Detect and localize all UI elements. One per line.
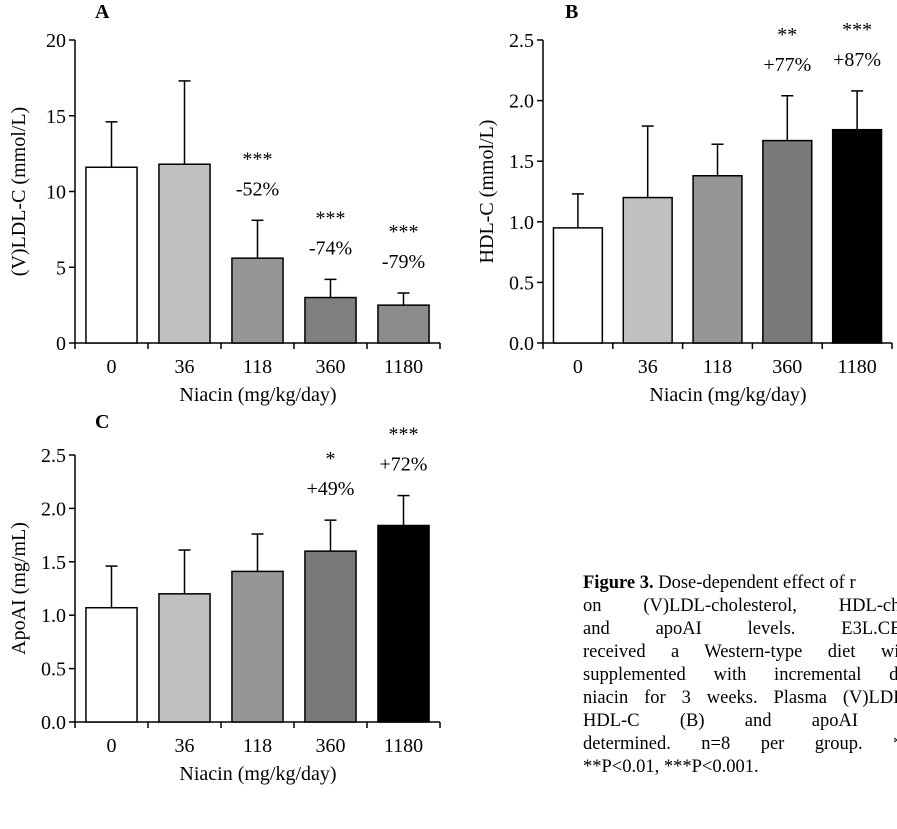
y-tick-label: 15 xyxy=(46,106,66,128)
y-tick-label: 2.0 xyxy=(509,91,534,113)
y-tick-label: 1.5 xyxy=(509,151,534,173)
caption-line: supplemented with incremental dose xyxy=(583,665,897,685)
panel-label: A xyxy=(95,1,110,23)
change-label: +72% xyxy=(380,454,428,476)
caption-line: on (V)LDL-cholesterol, HDL-chole xyxy=(583,596,897,616)
change-label: -79% xyxy=(382,251,425,273)
bar xyxy=(552,227,604,344)
caption-line: HDL-C (B) and apoAI (C) xyxy=(583,711,897,731)
x-tick-label: 118 xyxy=(243,735,272,757)
y-axis-label: (V)LDL-C (mmol/L) xyxy=(8,107,30,276)
y-tick-label: 0 xyxy=(56,333,66,355)
caption-line: Figure 3. Dose-dependent effect of r xyxy=(583,572,897,595)
caption: Figure 3. Dose-dependent effect of r on … xyxy=(583,572,897,779)
y-tick-label: 1.0 xyxy=(41,605,66,627)
bar xyxy=(158,163,211,344)
y-axis-label: HDL-C (mmol/L) xyxy=(476,120,498,264)
change-label: +87% xyxy=(833,49,881,71)
x-tick-label: 36 xyxy=(175,735,195,757)
x-tick-label: 118 xyxy=(703,356,732,378)
x-tick-label: 360 xyxy=(316,356,346,378)
x-tick-label: 360 xyxy=(772,356,802,378)
x-tick-label: 1180 xyxy=(384,356,423,378)
bar xyxy=(304,296,357,344)
bar xyxy=(85,606,138,723)
change-label: -52% xyxy=(236,178,279,200)
bar xyxy=(85,166,138,344)
y-tick-label: 2.0 xyxy=(41,498,66,520)
caption-label: Figure 3. xyxy=(583,573,654,593)
y-tick-label: 2.5 xyxy=(41,445,66,467)
significance-label: * xyxy=(326,448,336,470)
significance-label: *** xyxy=(316,207,346,229)
x-tick-label: 36 xyxy=(638,356,658,378)
bar xyxy=(377,304,430,344)
y-tick-label: 2.5 xyxy=(509,30,534,52)
y-tick-label: 20 xyxy=(46,30,66,52)
x-axis-label: Niacin (mg/kg/day) xyxy=(179,763,336,785)
panel-label: B xyxy=(565,1,578,23)
change-label: -74% xyxy=(309,237,352,259)
y-tick-label: 0.0 xyxy=(509,333,534,355)
x-tick-label: 0 xyxy=(573,356,583,378)
x-tick-label: 1180 xyxy=(837,356,876,378)
significance-label: *** xyxy=(389,221,419,243)
x-tick-label: 1180 xyxy=(384,735,423,757)
bar xyxy=(231,570,284,723)
bar xyxy=(762,139,813,344)
x-tick-label: 360 xyxy=(316,735,346,757)
panel-label: C xyxy=(95,411,109,433)
y-tick-label: 10 xyxy=(46,182,66,204)
caption-text: Dose-dependent effect of r xyxy=(653,573,856,593)
caption-line: and apoAI levels. E3L.CETP xyxy=(583,619,897,639)
significance-label: *** xyxy=(389,424,419,446)
caption-line: determined. n=8 per group. *P< xyxy=(583,734,897,754)
bar xyxy=(231,257,284,344)
bar xyxy=(158,593,211,723)
bar xyxy=(377,524,430,723)
y-axis-label: ApoAI (mg/mL) xyxy=(8,522,30,655)
y-tick-label: 0.0 xyxy=(41,712,66,734)
bar xyxy=(831,128,883,344)
x-axis-label: Niacin (mg/kg/day) xyxy=(649,384,806,406)
caption-line: received a Western-type diet witho xyxy=(583,642,897,662)
change-label: +77% xyxy=(763,54,811,76)
significance-label: *** xyxy=(243,148,273,170)
bar xyxy=(622,196,673,344)
y-tick-label: 1.0 xyxy=(509,212,534,234)
x-axis-label: Niacin (mg/kg/day) xyxy=(179,384,336,406)
x-tick-label: 118 xyxy=(243,356,272,378)
significance-label: *** xyxy=(842,19,872,41)
x-tick-label: 0 xyxy=(107,356,117,378)
y-tick-label: 0.5 xyxy=(509,272,534,294)
bar xyxy=(304,550,357,723)
x-tick-label: 36 xyxy=(175,356,195,378)
change-label: +49% xyxy=(307,478,355,500)
bar xyxy=(692,174,743,344)
significance-label: ** xyxy=(777,24,797,46)
caption-line: **P<0.01, ***P<0.001. xyxy=(583,757,759,777)
y-tick-label: 5 xyxy=(56,257,66,279)
caption-line: niacin for 3 weeks. Plasma (V)LDL-C xyxy=(583,688,897,708)
y-tick-label: 0.5 xyxy=(41,659,66,681)
y-tick-label: 1.5 xyxy=(41,552,66,574)
x-tick-label: 0 xyxy=(107,735,117,757)
